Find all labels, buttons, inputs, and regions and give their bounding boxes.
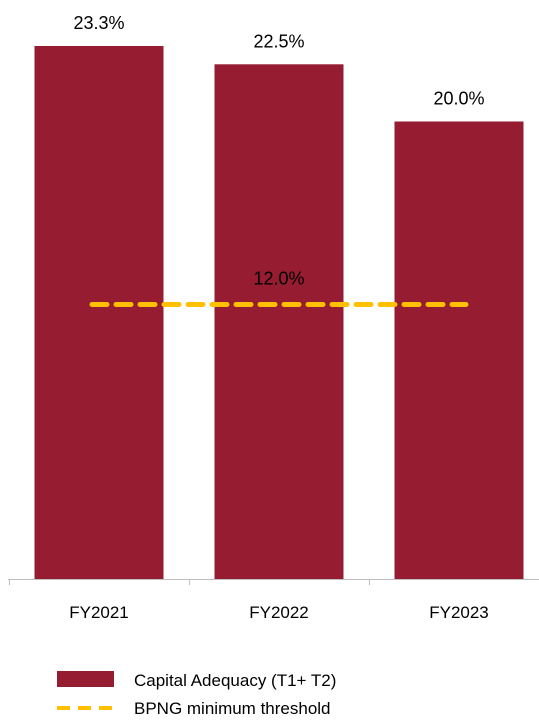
bars-layer: 23.3% 22.5% 20.0%	[34, 13, 524, 580]
legend-swatch-capital-adequacy	[57, 671, 114, 687]
bar-fy2021	[34, 46, 164, 579]
legend-label-capital-adequacy: Capital Adequacy (T1+ T2)	[134, 671, 336, 690]
legend: Capital Adequacy (T1+ T2) BPNG minimum t…	[57, 671, 336, 718]
bar-fy2023	[394, 121, 524, 580]
data-label-fy2021: 23.3%	[73, 13, 124, 33]
x-axis: FY2021 FY2022 FY2023	[8, 579, 539, 622]
bar-fy2022	[214, 64, 344, 580]
data-label-fy2022: 22.5%	[253, 31, 304, 51]
x-tick-label-fy2023: FY2023	[429, 603, 489, 622]
x-tick-label-fy2022: FY2022	[249, 603, 309, 622]
threshold-label: 12.0%	[253, 268, 304, 288]
data-label-fy2023: 20.0%	[433, 88, 484, 108]
threshold-layer: 12.0%	[89, 268, 469, 307]
legend-label-threshold: BPNG minimum threshold	[134, 699, 331, 718]
x-tick-label-fy2021: FY2021	[69, 603, 129, 622]
